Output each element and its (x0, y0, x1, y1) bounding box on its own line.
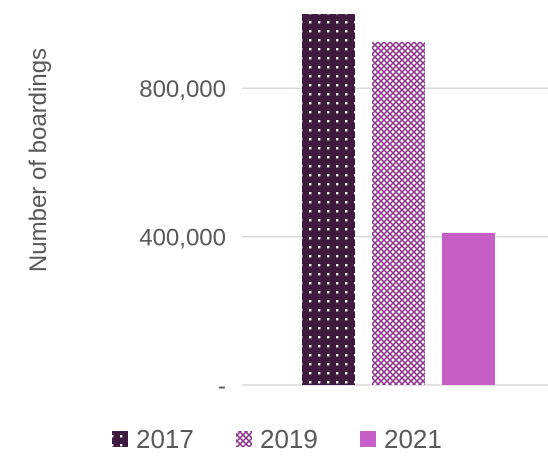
y-tick-label: 800,000 (139, 76, 226, 103)
bar-2017 (302, 14, 355, 385)
y-axis-label: Number of boardings (25, 48, 52, 272)
bars (302, 14, 495, 385)
legend-label-2019: 2019 (260, 424, 318, 454)
y-tick-label: 400,000 (139, 225, 226, 252)
legend-label-2017: 2017 (136, 424, 194, 454)
legend-swatch-2019 (236, 431, 252, 447)
bar-2019 (372, 41, 425, 385)
legend: 2017 2019 2021 (112, 424, 442, 454)
legend-label-2021: 2021 (384, 424, 442, 454)
legend-swatch-2017 (112, 431, 128, 447)
y-axis: - 400,000 800,000 (139, 76, 226, 400)
bar-2021 (442, 232, 495, 385)
legend-swatch-2021 (360, 431, 376, 447)
y-tick-label: - (218, 373, 226, 400)
